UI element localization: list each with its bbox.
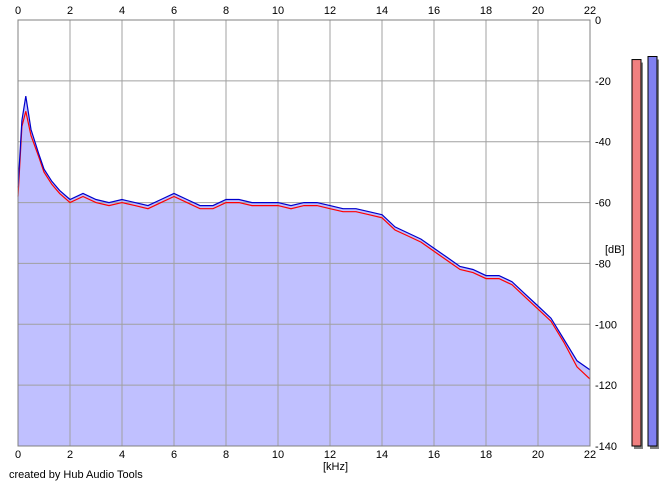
- x-tick-label-top: 12: [324, 5, 336, 17]
- y-tick-label: -100: [595, 319, 617, 331]
- spectrum-fill-area: [18, 96, 590, 446]
- x-axis-label: [kHz]: [323, 461, 348, 473]
- x-tick-label-bottom: 22: [584, 449, 596, 461]
- x-tick-label-top: 0: [15, 5, 21, 17]
- x-tick-label-bottom: 0: [15, 449, 21, 461]
- x-tick-label-top: 2: [67, 5, 73, 17]
- y-tick-label: -120: [595, 380, 617, 392]
- y-tick-label: -80: [595, 258, 611, 270]
- x-tick-label-bottom: 4: [119, 449, 125, 461]
- y-tick-label: -20: [595, 76, 611, 88]
- y-tick-label: -60: [595, 198, 611, 210]
- x-tick-label-bottom: 6: [171, 449, 177, 461]
- x-tick-label-top: 20: [532, 5, 544, 17]
- level-meter-bar: [631, 59, 642, 447]
- x-tick-label-bottom: 2: [67, 449, 73, 461]
- x-tick-label-top: 22: [584, 5, 596, 17]
- y-tick-label: -140: [595, 441, 617, 453]
- x-tick-label-bottom: 18: [480, 449, 492, 461]
- x-tick-label-bottom: 10: [272, 449, 284, 461]
- credit-text: created by Hub Audio Tools: [9, 469, 143, 481]
- x-tick-label-top: 14: [376, 5, 388, 17]
- x-tick-label-top: 18: [480, 5, 492, 17]
- x-tick-label-bottom: 14: [376, 449, 388, 461]
- y-tick-label: 0: [595, 15, 601, 27]
- x-tick-label-bottom: 8: [223, 449, 229, 461]
- x-tick-label-top: 4: [119, 5, 125, 17]
- x-tick-label-bottom: 16: [428, 449, 440, 461]
- level-meter-bar: [647, 56, 658, 447]
- y-tick-label: -40: [595, 137, 611, 149]
- spectrum-series-line-1: [17, 111, 591, 380]
- x-tick-label-top: 6: [171, 5, 177, 17]
- x-tick-label-top: 10: [272, 5, 284, 17]
- x-tick-label-top: 8: [223, 5, 229, 17]
- plot-frame: [17, 19, 591, 447]
- y-axis-label: [dB]: [605, 244, 625, 256]
- x-tick-label-bottom: 12: [324, 449, 336, 461]
- spectrum-series-line-2: [17, 96, 591, 371]
- x-tick-label-top: 16: [428, 5, 440, 17]
- x-tick-label-bottom: 20: [532, 449, 544, 461]
